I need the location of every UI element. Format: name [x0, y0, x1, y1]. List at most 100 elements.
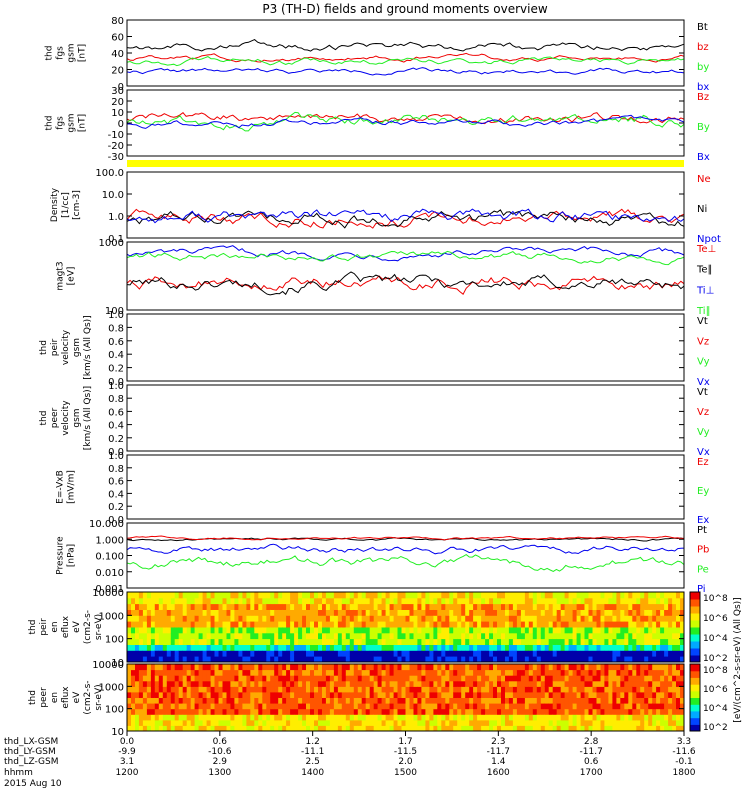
spectrogram-cell [512, 603, 518, 610]
spectrogram-cell [361, 638, 367, 645]
spectrogram-cell [353, 644, 359, 651]
spectrogram-cell [656, 609, 661, 616]
spectrogram-cell [592, 627, 597, 634]
spectrogram-cell [314, 669, 319, 676]
spectrogram-cell [580, 719, 586, 726]
spectrogram-cell [524, 719, 530, 726]
spectrogram-cell [477, 703, 482, 710]
spectrogram-cell [445, 703, 450, 710]
spectrogram-cell [429, 725, 434, 732]
spectrogram-cell [540, 669, 546, 676]
spectrogram-cell [652, 675, 657, 682]
colorbar-tick-label: 10^4 [703, 704, 728, 714]
legend-item: Pb [697, 545, 709, 556]
spectrogram-cell [222, 597, 227, 605]
spectrogram-cell [628, 615, 633, 622]
y-tick-label: 0.0 [108, 447, 124, 458]
spectrogram-cell [461, 714, 466, 721]
colorbar-swatch [690, 677, 700, 682]
spectrogram-cell [250, 675, 255, 682]
spectrogram-cell [524, 644, 530, 651]
spectrogram-cell [520, 609, 526, 616]
spectrogram-cell [294, 627, 299, 634]
spectrogram-cell [453, 603, 458, 610]
spectrogram-cell [469, 680, 474, 687]
x-lz-label: 1.4 [491, 757, 506, 767]
spectrogram-cell [652, 719, 657, 726]
spectrogram-cell [421, 719, 426, 726]
series-Bz [126, 112, 685, 125]
y-tick-label: -10 [108, 130, 124, 141]
spectrogram-cell [218, 664, 223, 671]
spectrogram-cell [361, 680, 367, 687]
spectrogram-cell [286, 680, 291, 687]
spectrogram-cell [489, 725, 494, 732]
spectrogram-cell [548, 597, 554, 605]
spectrogram-cell [194, 656, 200, 663]
spectrogram-cell [469, 603, 474, 610]
spectrogram-cell [600, 708, 605, 715]
spectrogram-cell [353, 675, 359, 682]
spectrogram-cell [461, 603, 466, 610]
spectrogram-cell [652, 621, 657, 628]
spectrogram-cell [413, 686, 418, 693]
spectrogram-cell [620, 664, 625, 671]
spectrogram-cell [405, 621, 410, 628]
spectrogram-cell [584, 656, 589, 663]
spectrogram-cell [345, 597, 351, 605]
spectrogram-cell [377, 656, 383, 663]
spectrogram-cell [648, 703, 653, 710]
spectrogram-cell [656, 627, 661, 634]
y-tick-label: -20 [108, 141, 124, 152]
spectrogram-cell [393, 644, 399, 651]
spectrogram-cell [135, 627, 140, 634]
spectrogram-cell [664, 675, 669, 682]
spectrogram-cell [552, 664, 558, 671]
spectrogram-cell [584, 680, 589, 687]
spectrogram-cell [441, 627, 446, 634]
spectrogram-cell [481, 708, 486, 715]
spectrogram-cell [505, 632, 510, 640]
spectrogram-cell [680, 627, 685, 634]
spectrogram-cell [632, 719, 637, 726]
spectrogram-cell [624, 644, 629, 651]
spectrogram-cell [548, 703, 554, 710]
spectrogram-cell [568, 697, 574, 704]
spectrogram-cell [560, 719, 566, 726]
spectrogram-cell [242, 686, 247, 693]
spectrogram-cell [298, 656, 303, 663]
spectrogram-cell [282, 644, 287, 651]
spectrogram-cell [588, 703, 593, 710]
spectrogram-cell [636, 686, 641, 693]
spectrogram-cell [274, 719, 279, 726]
spectrogram-cell [401, 615, 406, 622]
spectrogram-cell [473, 597, 478, 605]
spectrogram-cell [178, 691, 184, 698]
spectrogram-cell [298, 675, 303, 682]
spectrogram-cell [536, 697, 542, 704]
spectrogram-cell [497, 638, 502, 645]
spectrogram-cell [473, 650, 478, 657]
spectrogram-cell [170, 675, 176, 682]
spectrogram-cell [127, 669, 132, 676]
series-Te⊥ [126, 275, 685, 295]
spectrogram-cell [648, 650, 653, 657]
spectrogram-cell [477, 609, 482, 616]
spectrogram-cell [445, 664, 450, 671]
spectrogram-cell [560, 664, 566, 671]
spectrogram-cell [544, 669, 550, 676]
spectrogram-cell [325, 680, 331, 687]
spectrogram-cell [588, 669, 593, 676]
spectrogram-cell [389, 597, 395, 605]
spectrogram-cell [246, 627, 251, 634]
spectrogram-cell [158, 691, 164, 698]
spectrogram-cell [361, 650, 367, 657]
spectrogram-cell [254, 638, 259, 645]
spectrogram-cell [329, 597, 335, 605]
spectrogram-cell [318, 697, 323, 704]
spectrogram-cell [274, 691, 279, 698]
spectrogram-cell [238, 714, 243, 721]
spectrogram-cell [258, 708, 263, 715]
spectrogram-cell [401, 609, 406, 616]
spectrogram-cell [258, 632, 263, 640]
